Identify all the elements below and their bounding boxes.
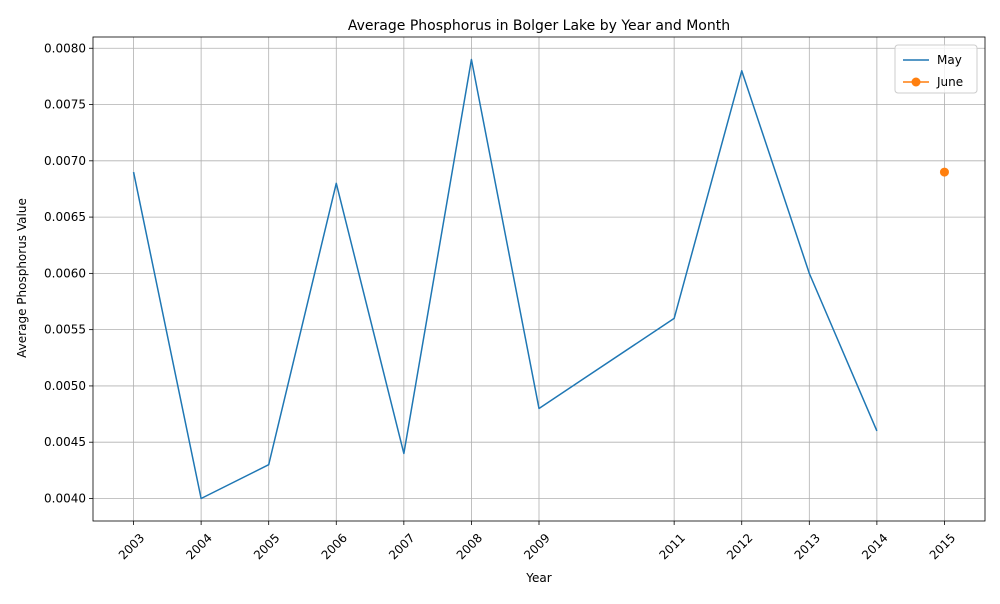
legend-label: May	[937, 53, 962, 67]
y-axis-label: Average Phosphorus Value	[15, 198, 29, 358]
y-tick-label: 0.0040	[44, 491, 86, 505]
y-axis-ticks: 0.0040 0.0045 0.0050 0.0055 0.0060 0.0065 0.00…	[44, 41, 93, 505]
y-tick-label: 0.0045	[44, 435, 86, 449]
data-point-june	[940, 168, 949, 177]
y-tick-label: 0.0080	[44, 41, 86, 55]
legend-box	[895, 45, 977, 93]
y-tick-label: 0.0055	[44, 323, 86, 337]
legend: May June	[895, 45, 977, 93]
legend-marker	[912, 78, 921, 87]
x-axis-label: Year	[525, 571, 551, 585]
y-tick-label: 0.0075	[44, 98, 86, 112]
chart-title: Average Phosphorus in Bolger Lake by Yea…	[348, 18, 730, 34]
y-tick-label: 0.0050	[44, 379, 86, 393]
y-tick-label: 0.0060	[44, 266, 86, 280]
y-tick-label: 0.0065	[44, 210, 86, 224]
legend-label: June	[936, 75, 963, 89]
y-tick-label: 0.0070	[44, 154, 86, 168]
series-june	[940, 168, 949, 177]
